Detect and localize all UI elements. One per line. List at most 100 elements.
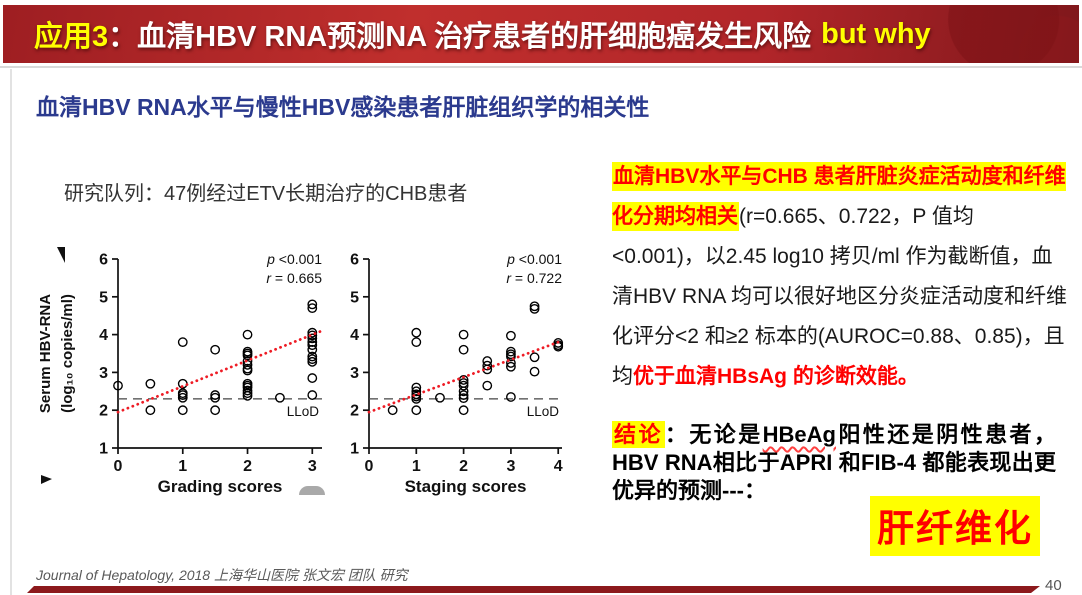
text-segment-bold: ：无论是 [664,422,763,447]
page-number: 40 [1045,577,1062,594]
data-point [307,327,318,338]
data-point [529,301,540,312]
y-tick-label: 5 [99,289,108,306]
data-point [307,299,318,310]
y-tick-label: 2 [99,403,108,420]
x-axis-title: Staging scores [405,477,527,496]
stat-annotation: r = 0.665 [266,270,322,286]
y-tick-label: 1 [350,441,359,458]
text-segment-plain: (r=0.665、0.722，P 值均 <0.001)，以2.45 log10 … [612,205,1068,388]
text-segment-squiggle: HBeAg [762,422,836,447]
data-point [307,390,318,400]
data-point [275,392,285,403]
y-tick-label: 5 [350,289,359,306]
data-point [210,405,221,416]
data-point [210,390,221,400]
data-point [529,366,540,377]
data-point [242,388,253,399]
data-points [387,301,564,416]
text-segment-bold: 阳性还是阴性患者，HBV RNA相比于APRI 和FIB-4 都能表现出更优异的… [612,422,1056,503]
data-point [458,380,469,391]
data-point [506,346,516,357]
x-tick-label: 1 [178,458,187,475]
data-point [458,329,469,340]
data-point [307,340,318,351]
y-tick-label: 3 [99,365,108,382]
data-points [113,299,318,416]
data-point [242,365,253,376]
x-tick-label: 3 [506,458,515,475]
y-tick-label: 6 [350,252,359,269]
y-tick-label: 4 [350,327,359,344]
data-point [307,337,318,348]
data-point [458,393,469,404]
cohort-description: 研究队列：47例经过ETV长期治疗的CHB患者 [64,183,468,205]
data-point [506,361,516,372]
data-point [242,350,253,361]
final-answer-highlight: 肝纤维化 [870,496,1040,556]
figure-crop-artifact [57,247,65,263]
data-point [242,329,253,340]
data-point [307,354,318,365]
y-tick-label: 3 [350,365,359,382]
data-point [411,386,422,397]
llod-label: LLoD [527,404,560,419]
header-badge: 应用3 [34,21,109,53]
x-tick-label: 1 [412,458,421,475]
data-point [177,390,188,400]
y-tick-label: 6 [99,252,108,269]
citation: Journal of Hepatology, 2018 上海华山医院 张文宏 团… [36,567,408,583]
data-point [113,380,123,391]
text-segment-hl: 结论 [612,421,665,448]
data-point [458,344,469,355]
data-point [307,344,318,355]
x-tick-label: 0 [114,458,123,475]
llod-label: LLoD [287,404,320,419]
data-point [242,359,253,370]
data-point [307,373,318,383]
data-point [307,351,318,362]
data-point [506,351,516,362]
data-point [506,330,516,341]
x-tick-label: 0 [365,458,374,475]
data-point [411,393,422,404]
y-tick-label: 4 [99,327,108,344]
data-point [177,392,188,403]
data-point [242,385,253,396]
conclusion-paragraph: 结论：无论是HBeAg阳性还是阴性患者，HBV RNA相比于APRI 和FIB-… [612,421,1056,505]
data-point [435,392,445,403]
header-title: ：血清HBV RNA预测NA 治疗患者的肝细胞癌发生风险 [108,21,812,53]
header-emphasis: but why [821,17,931,50]
header-divider [0,66,1082,68]
stat-annotation: p <0.001 [506,251,562,267]
data-point [458,390,469,400]
data-point [482,380,493,391]
x-tick-label: 2 [459,458,468,475]
data-point [411,327,422,338]
data-point [387,405,398,416]
data-point [482,360,493,371]
data-point [210,392,221,403]
y-axis-title: (log₁₀ copies/ml) [59,294,76,413]
data-point [458,386,469,397]
stat-annotation: r = 0.722 [506,270,562,286]
stat-annotation: p <0.001 [266,251,322,267]
data-point [242,356,253,366]
data-point [529,303,540,314]
findings-paragraph: 血清HBV水平与CHB 患者肝脏炎症活动度和纤维化分期均相关(r=0.665、0… [612,157,1068,397]
y-axis-title: Serum HBV-RNA [37,294,54,413]
trend-line [367,340,560,414]
left-edge-rule [10,69,12,595]
data-point [242,390,253,401]
bottom-accent-bar [27,586,1040,593]
data-point [307,303,318,314]
data-point [307,356,318,367]
y-tick-label: 2 [350,403,359,420]
data-point [411,405,422,416]
data-point [529,352,540,363]
x-tick-label: 2 [243,458,252,475]
x-tick-label: 3 [308,458,317,475]
slide-header: 应用3 ：血清HBV RNA预测NA 治疗患者的肝细胞癌发生风险 but why [3,5,1079,63]
